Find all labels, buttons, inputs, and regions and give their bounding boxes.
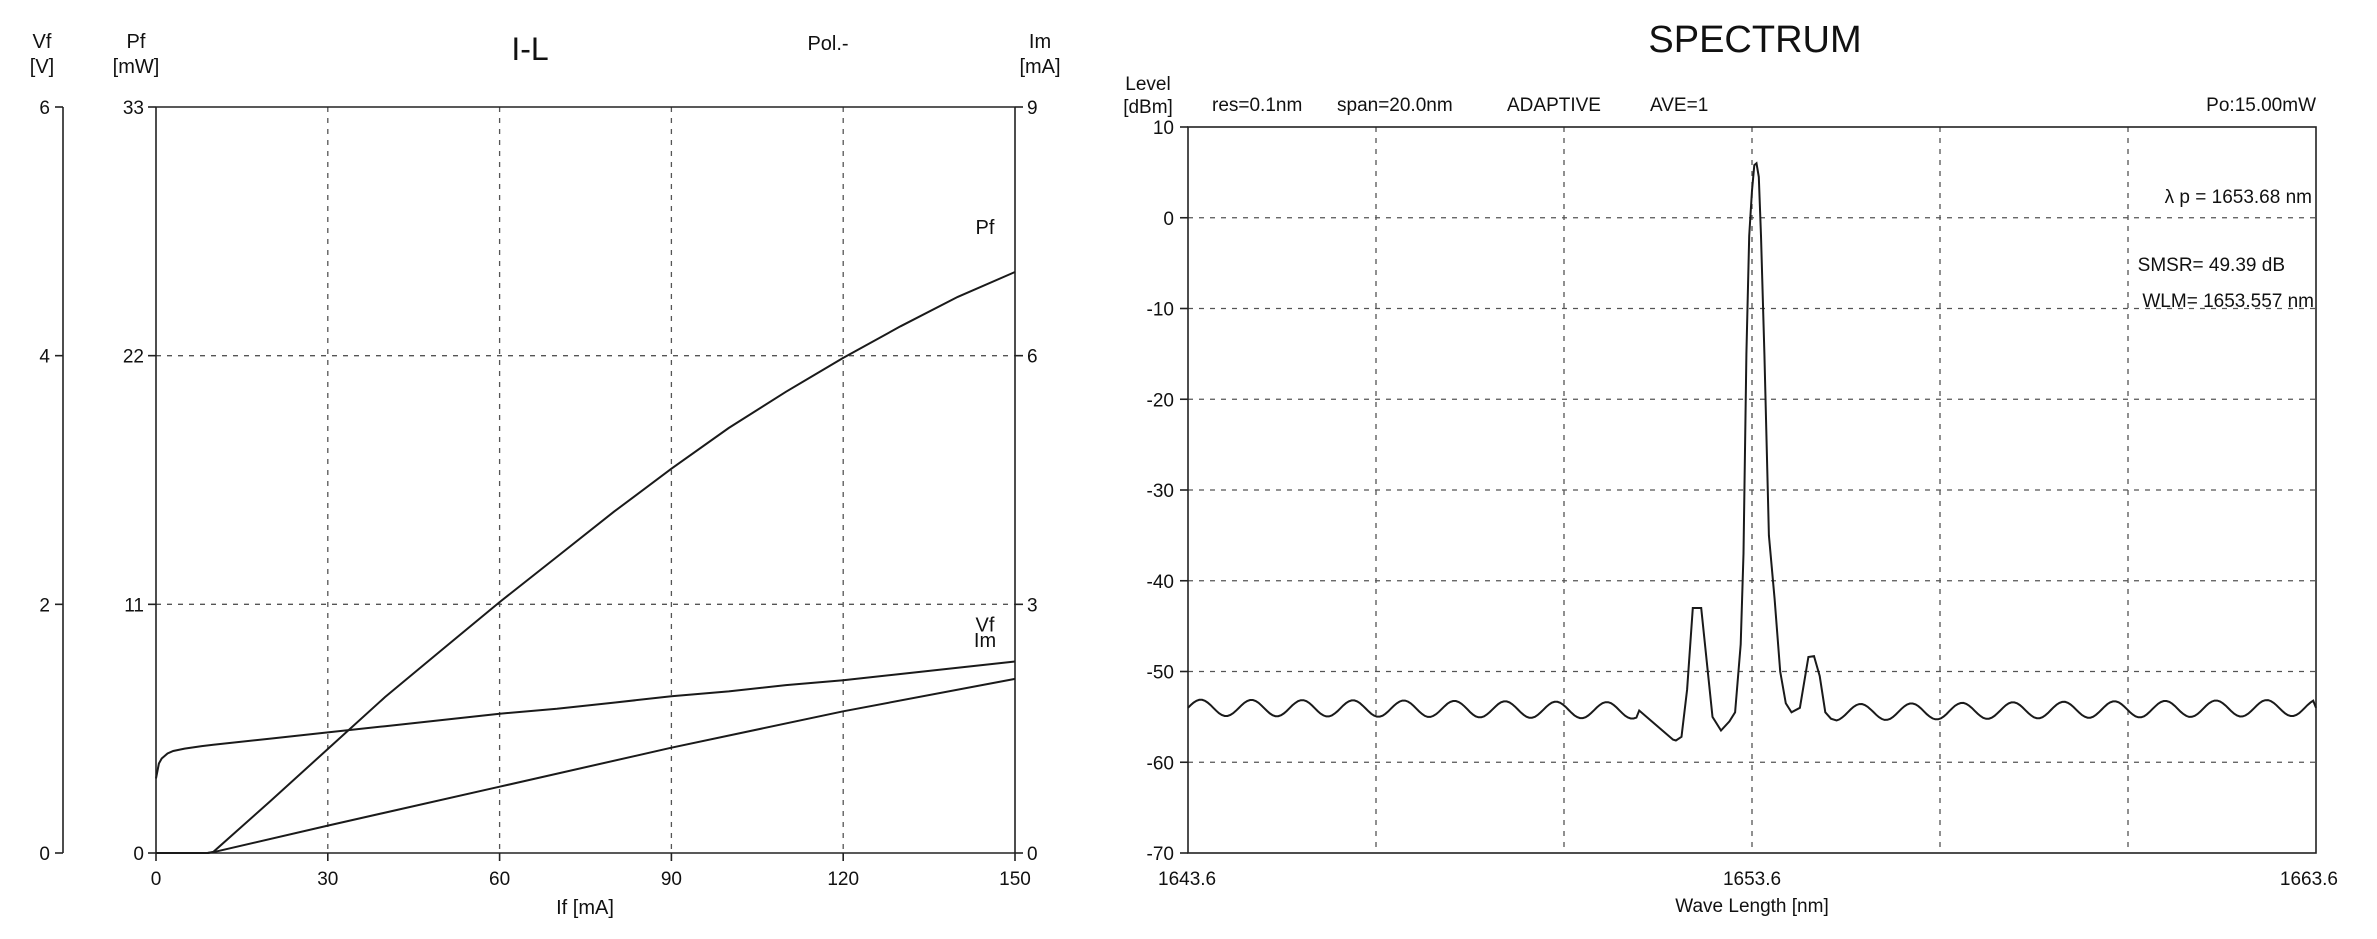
spectrum-x-axis-label: Wave Length [nm] (1675, 896, 1828, 917)
annotation-peak-wavelength: λ p = 1653.68 nm (2165, 187, 2312, 208)
il-x-tick-label: 120 (827, 869, 859, 890)
spectrum-x-tick-label: 1663.6 (2280, 869, 2338, 890)
spectrum-title: SPECTRUM (1648, 19, 1861, 61)
spectrum-y-tick-label: -60 (1147, 753, 1174, 774)
annotation-wlm: WLM= 1653.557 nm (2142, 291, 2314, 312)
vf-tick-label: 2 (39, 595, 50, 616)
im-tick-label: 6 (1027, 347, 1038, 368)
pf-tick-label: 22 (123, 347, 144, 368)
header-mode: ADAPTIVE (1507, 95, 1601, 116)
spectrum-y-tick-label: -70 (1147, 844, 1174, 865)
header-resolution: res=0.1nm (1212, 95, 1302, 116)
spectrum-x-tick-label: 1643.6 (1158, 869, 1216, 890)
il-x-tick-label: 30 (317, 869, 338, 890)
il-x-tick-label: 0 (151, 869, 162, 890)
series-pf-line (156, 271, 1016, 854)
vf-axis-label-line2: [V] (30, 56, 54, 78)
series-im-label: Im (974, 630, 996, 652)
im-tick-label: 3 (1027, 595, 1038, 616)
spectrum-y-tick-label: -30 (1147, 481, 1174, 502)
annotation-smsr: SMSR= 49.39 dB (2138, 255, 2285, 276)
il-x-axis-label: If [mA] (556, 897, 614, 919)
pf-tick-label: 33 (123, 98, 144, 119)
spectrum-trace (1187, 161, 2317, 742)
header-average: AVE=1 (1650, 95, 1708, 116)
spectrum-y-tick-label: -20 (1147, 390, 1174, 411)
pf-axis-label-line1: Pf (127, 31, 146, 53)
header-power: Po:15.00mW (2206, 95, 2316, 116)
spectrum-chart: SPECTRUM Level [dBm] res=0.1nm span=20.0… (1123, 19, 2338, 917)
im-tick-label: 0 (1027, 844, 1038, 865)
spectrum-y-tick-label: 10 (1153, 118, 1174, 139)
il-title: I-L (511, 31, 548, 67)
im-axis-label-line2: [mA] (1019, 56, 1060, 78)
header-span: span=20.0nm (1337, 95, 1453, 116)
im-tick-label: 9 (1027, 98, 1038, 119)
spectrum-y-label-line1: Level (1125, 74, 1170, 95)
im-axis-label-line1: Im (1029, 31, 1051, 53)
vf-tick-label: 4 (39, 347, 50, 368)
spectrum-y-tick-label: 0 (1163, 209, 1174, 230)
vf-tick-label: 0 (39, 844, 50, 865)
series-vf-label: Vf (976, 615, 995, 637)
il-polarization-note: Pol.- (807, 33, 848, 55)
spectrum-y-tick-label: -10 (1147, 300, 1174, 321)
il-x-tick-label: 60 (489, 869, 510, 890)
pf-tick-label: 11 (124, 595, 144, 616)
spectrum-y-label-line2: [dBm] (1123, 97, 1173, 118)
series-im-line (156, 677, 1016, 854)
spectrum-y-tick-label: -50 (1147, 663, 1174, 684)
spectrum-y-tick-label: -40 (1147, 572, 1174, 593)
pf-tick-label: 0 (133, 844, 144, 865)
il-x-tick-label: 90 (661, 869, 682, 890)
il-chart: I-L Pol.- Vf [V] Pf [mW] Im [mA] If [mA]… (30, 31, 1061, 919)
pf-axis-label-line2: [mW] (113, 56, 160, 78)
series-vf-line (155, 660, 1016, 779)
il-x-tick-label: 150 (999, 869, 1031, 890)
spectrum-x-tick-label: 1653.6 (1723, 869, 1781, 890)
vf-tick-label: 6 (39, 98, 50, 119)
series-pf-label: Pf (976, 217, 995, 239)
vf-axis-label-line1: Vf (33, 31, 52, 53)
